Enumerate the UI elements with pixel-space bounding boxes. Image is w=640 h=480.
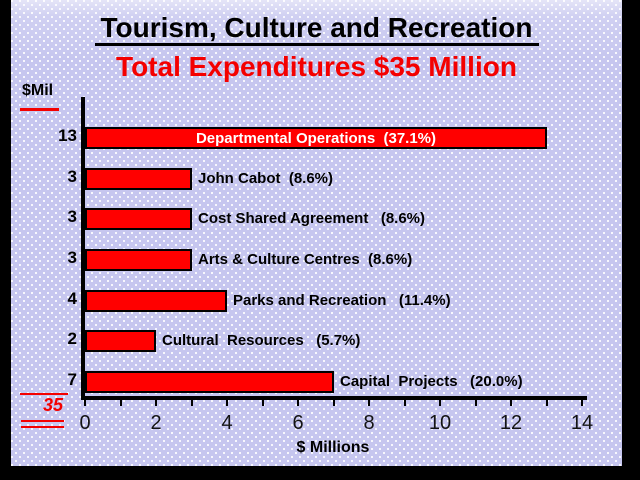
- bar: Departmental Operations (37.1%): [85, 127, 547, 149]
- bar-label: Parks and Recreation (11.4%): [233, 292, 451, 309]
- x-axis-tick: [368, 400, 370, 406]
- x-axis-line: [81, 396, 587, 400]
- x-axis-tick: [546, 400, 548, 406]
- value-label: 2: [67, 329, 77, 348]
- x-tick-label: 0: [79, 412, 91, 434]
- x-axis-title: $ Millions: [296, 439, 370, 456]
- unit-header-label: $Mil: [22, 82, 54, 99]
- x-axis-tick: [120, 400, 122, 406]
- bar-label: Arts & Culture Centres (8.6%): [198, 251, 413, 268]
- total-rule-bottom-2: [21, 426, 64, 428]
- bar: [85, 208, 192, 230]
- x-axis-tick: [404, 400, 406, 406]
- bar-label: Cultural Resources (5.7%): [162, 332, 361, 349]
- x-axis-tick: [510, 400, 512, 406]
- x-tick-label: 14: [570, 412, 594, 434]
- x-tick-label: 8: [363, 412, 375, 434]
- total-value: 35: [42, 395, 63, 415]
- x-axis-tick: [439, 400, 441, 406]
- x-tick-label: 12: [499, 412, 523, 434]
- x-axis-tick: [84, 400, 86, 406]
- x-axis-tick: [475, 400, 477, 406]
- bar-label: Cost Shared Agreement (8.6%): [198, 210, 425, 227]
- page-subtitle: Total Expenditures $35 Million: [116, 51, 517, 83]
- x-axis-tick: [581, 400, 583, 406]
- value-label: 4: [67, 289, 77, 308]
- unit-header-underline: [20, 108, 59, 111]
- bar: [85, 330, 156, 352]
- x-axis-tick: [155, 400, 157, 406]
- bar: [85, 371, 334, 393]
- value-label: 3: [67, 167, 77, 186]
- value-label: 3: [67, 207, 77, 226]
- total-rule-bottom-1: [21, 420, 64, 422]
- bar: [85, 249, 192, 271]
- x-tick-label: 4: [221, 412, 233, 434]
- value-label: 13: [58, 126, 77, 145]
- x-axis-tick: [297, 400, 299, 406]
- x-axis-tick: [191, 400, 193, 406]
- x-tick-label: 6: [292, 412, 304, 434]
- bar: [85, 168, 192, 190]
- x-tick-label: 10: [428, 412, 452, 434]
- value-label: 3: [67, 248, 77, 267]
- x-tick-label: 2: [150, 412, 162, 434]
- header: Tourism, Culture and Recreation Total Ex…: [11, 13, 622, 82]
- bar-label: Capital Projects (20.0%): [340, 373, 523, 390]
- x-axis-tick: [333, 400, 335, 406]
- x-axis-tick: [226, 400, 228, 406]
- slide-background: Tourism, Culture and Recreation Total Ex…: [11, 0, 622, 466]
- value-label: 7: [67, 370, 77, 389]
- bar: [85, 290, 227, 312]
- total-rule-top: [20, 393, 68, 395]
- bar-label: Departmental Operations (37.1%): [195, 129, 437, 147]
- bar-label: John Cabot (8.6%): [198, 170, 334, 187]
- x-axis-tick: [262, 400, 264, 406]
- page-title: Tourism, Culture and Recreation: [94, 13, 539, 47]
- y-axis-line: [81, 97, 85, 400]
